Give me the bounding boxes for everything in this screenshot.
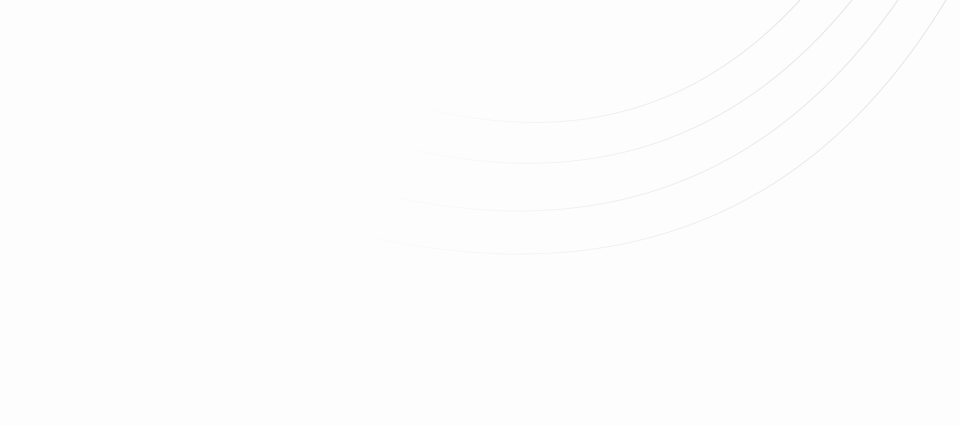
arc-3 [344, 0, 899, 212]
arc-4 [319, 0, 947, 255]
arc-2 [374, 0, 853, 164]
arc-1 [394, 0, 801, 123]
